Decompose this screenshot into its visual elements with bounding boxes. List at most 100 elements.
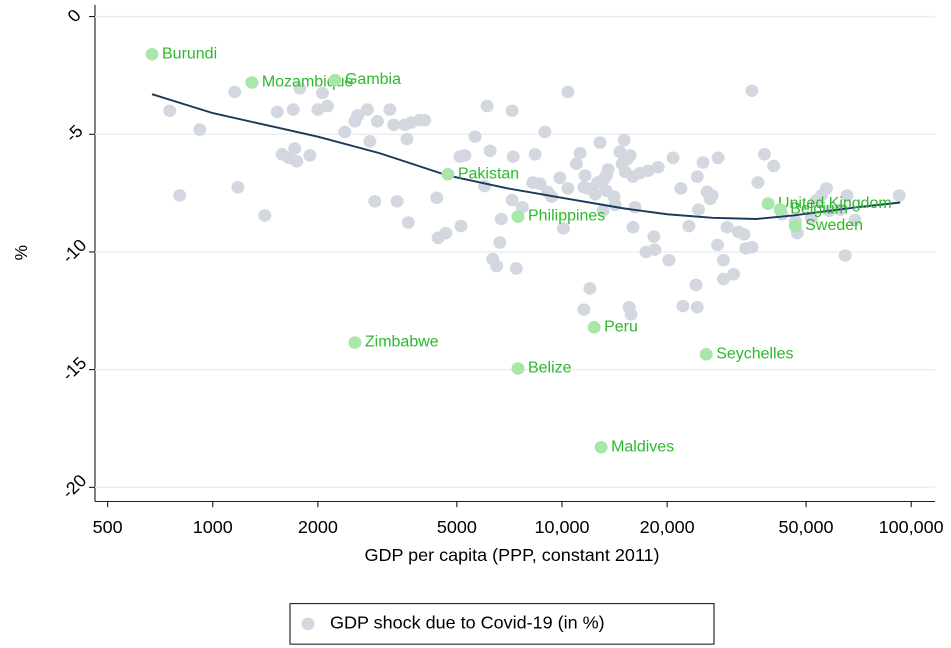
scatter-point [538,125,552,139]
scatter-point [368,195,382,208]
scatter-point [588,188,602,201]
scatter-point [573,146,587,160]
scatter-point [528,148,542,161]
scatter-point [674,182,688,195]
y-tick-label: -15 [58,353,91,385]
scatter-point [338,125,352,139]
scatter-point [418,113,432,127]
legend-box [289,603,715,645]
labeled-point [788,219,802,233]
scatter-point [561,85,575,99]
scatter-point [745,84,759,97]
point-label: Peru [604,319,638,336]
scatter-point [320,99,334,113]
scatter-point [751,176,765,189]
scatter-point [370,115,384,128]
scatter-point [601,163,615,176]
scatter-point [193,123,207,136]
scatter-point [848,213,862,227]
point-label: United Kingdom [778,195,892,212]
scatter-point [383,103,397,116]
scatter-point [390,195,404,208]
scatter-point [641,164,655,178]
scatter-point [662,253,676,267]
scatter-point [293,82,307,95]
scatter-point [494,212,508,226]
scatter-point [454,219,468,233]
scatter-point [711,238,725,252]
scatter-point [720,220,734,234]
legend-marker [301,617,315,631]
scatter-point [258,209,272,222]
scatter-point [838,249,852,262]
point-label: Zimbabwe [365,334,439,351]
y-tick-label: 0 [63,5,85,26]
fit-line [151,93,901,220]
scatter-point [716,253,730,267]
scatter-point [705,189,719,202]
point-label: Philippines [528,208,605,225]
point-label: Pakistan [458,166,519,183]
legend-label: GDP shock due to Covid-19 (in %) [330,613,605,633]
x-tick-label: 500 [93,517,123,537]
labeled-point [245,76,259,89]
scatter-point [691,203,705,216]
labeled-point [699,348,713,361]
scatter-point [623,149,637,162]
scatter-point [493,236,507,249]
scatter-point [666,151,680,165]
scatter-point [173,189,187,202]
scatter-point [577,303,591,316]
scatter-point [617,133,631,147]
scatter-point [569,157,583,170]
scatter-point [626,220,640,234]
scatter-point [676,299,690,313]
scatter-point [745,240,759,254]
labeled-point [145,47,159,61]
scatter-point [737,228,751,241]
scatter-point [401,216,415,229]
scatter-point [583,282,597,295]
point-label: Belize [528,360,572,377]
scatter-point [533,177,547,190]
scatter-point [515,200,529,214]
scatter-point [682,219,696,233]
x-tick-label: 20,000 [640,517,695,537]
scatter-point [757,148,771,161]
x-tick-label: 2000 [298,517,338,537]
scatter-point [439,226,453,240]
scatter-point [716,272,730,286]
scatter-point [490,259,504,273]
scatter-point [351,109,365,122]
x-tick-label: 100,000 [879,517,944,537]
scatter-point [696,156,710,169]
x-axis-title: GDP per capita (PPP, constant 2011) [364,545,659,565]
scatter-point [231,180,245,194]
y-tick-label: -5 [61,121,87,146]
scatter-point [505,104,519,118]
labeled-point [511,210,525,223]
scatter-point [767,159,781,173]
scatter-point [290,155,304,168]
labeled-point [587,320,601,334]
scatter-point [689,278,703,292]
scatter-point [892,189,906,202]
scatter-point [556,222,570,235]
scatter-point [553,171,567,185]
y-tick-label: -20 [58,470,91,502]
scatter-point [804,211,818,225]
scatter-point [458,149,472,162]
labeled-point [348,336,362,349]
scatter-point [624,308,638,321]
scatter-point [360,103,374,116]
scatter-point [593,136,607,149]
scatter-point [303,149,317,162]
labeled-point [761,197,775,210]
scatter-point [286,103,300,116]
point-label: Gambia [345,71,401,88]
labeled-point [328,73,342,87]
labeled-point [594,441,608,454]
labeled-point [773,203,787,216]
point-label: Sweden [805,217,863,234]
